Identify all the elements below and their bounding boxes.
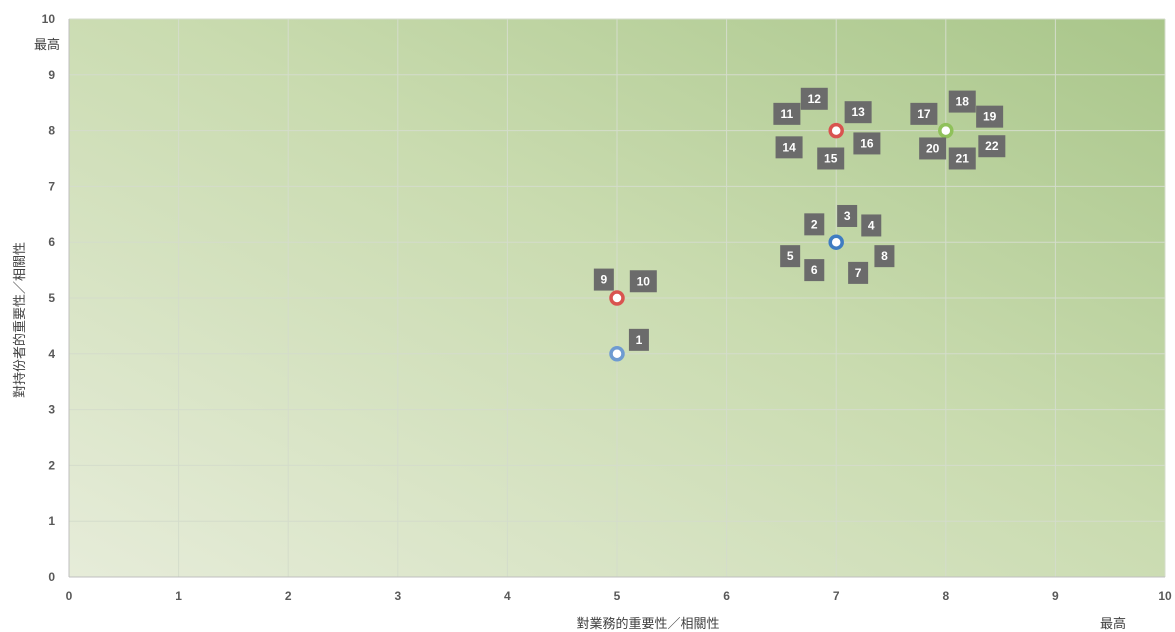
- point-label-box: [593, 268, 614, 291]
- y-tick-label: 4: [48, 347, 55, 361]
- data-point-center: [615, 352, 619, 356]
- point-label: 6: [811, 263, 818, 277]
- point-label-box: [948, 147, 976, 170]
- y-tick-label: 9: [48, 68, 55, 82]
- point-label-box: [800, 87, 828, 110]
- point-label-box: [773, 102, 801, 125]
- data-point-center: [615, 296, 619, 300]
- point-label: 2: [811, 217, 818, 231]
- x-tick-label: 8: [942, 589, 949, 603]
- x-tick-label: 3: [394, 589, 401, 603]
- y-tick-label: 10: [42, 12, 56, 26]
- point-label-box: [775, 136, 803, 159]
- point-label: 15: [824, 152, 838, 166]
- point-label: 21: [956, 152, 970, 166]
- y-axis-max-label: 最高: [34, 37, 60, 53]
- x-tick-label: 6: [723, 589, 730, 603]
- x-tick-label: 9: [1052, 589, 1059, 603]
- point-label: 22: [985, 139, 999, 153]
- data-point-center: [834, 240, 838, 244]
- point-label-box: [629, 270, 657, 293]
- y-tick-label: 1: [48, 514, 55, 528]
- point-label-box: [919, 137, 947, 160]
- x-tick-label: 1: [175, 589, 182, 603]
- x-tick-label: 2: [285, 589, 292, 603]
- point-label: 16: [860, 136, 874, 150]
- y-tick-label: 3: [48, 403, 55, 417]
- x-tick-label: 4: [504, 589, 511, 603]
- point-label-box: [861, 214, 882, 237]
- point-label: 1: [636, 333, 643, 347]
- point-label-box: [628, 328, 649, 351]
- x-tick-label: 0: [66, 589, 73, 603]
- point-label-box: [948, 90, 976, 113]
- point-label: 19: [983, 110, 997, 124]
- y-tick-label: 6: [48, 235, 55, 249]
- point-label-box: [976, 105, 1004, 128]
- point-label-box: [804, 259, 825, 282]
- point-label: 12: [808, 92, 822, 106]
- x-tick-label: 5: [614, 589, 621, 603]
- point-label-box: [978, 135, 1006, 158]
- point-label: 3: [844, 209, 851, 223]
- y-tick-label: 2: [48, 458, 55, 472]
- point-label-box: [837, 204, 858, 227]
- point-label-box: [853, 132, 881, 155]
- y-tick-label: 0: [48, 570, 55, 584]
- point-label-box: [804, 213, 825, 236]
- point-label-box: [874, 245, 895, 268]
- y-tick-label: 5: [48, 291, 55, 305]
- point-label: 9: [601, 273, 608, 287]
- x-axis-title: 對業務的重要性／相關性: [576, 616, 719, 632]
- x-tick-label: 7: [833, 589, 840, 603]
- point-label: 11: [781, 107, 794, 121]
- x-axis-max-label: 最高: [1100, 616, 1126, 632]
- data-point-center: [834, 128, 838, 133]
- point-label: 10: [637, 274, 651, 288]
- point-label: 17: [917, 107, 931, 121]
- point-label: 8: [881, 249, 888, 263]
- point-label: 14: [782, 140, 796, 154]
- point-label-box: [848, 261, 869, 284]
- point-label: 7: [855, 266, 862, 280]
- point-label-box: [910, 102, 938, 125]
- x-tick-label: 10: [1158, 589, 1172, 603]
- y-tick-label: 8: [48, 124, 55, 138]
- point-label: 18: [956, 95, 970, 109]
- point-label: 13: [851, 105, 865, 119]
- point-label: 5: [787, 249, 794, 263]
- y-tick-label: 7: [48, 179, 55, 193]
- point-label-box: [844, 101, 872, 124]
- y-axis-title: 對持份者的重要性／相關性: [12, 242, 28, 398]
- point-label: 4: [868, 218, 875, 232]
- point-label: 20: [926, 141, 940, 155]
- point-label-box: [817, 147, 845, 170]
- data-point-center: [944, 128, 948, 133]
- point-label-box: [780, 245, 801, 268]
- data-points: [609, 122, 954, 362]
